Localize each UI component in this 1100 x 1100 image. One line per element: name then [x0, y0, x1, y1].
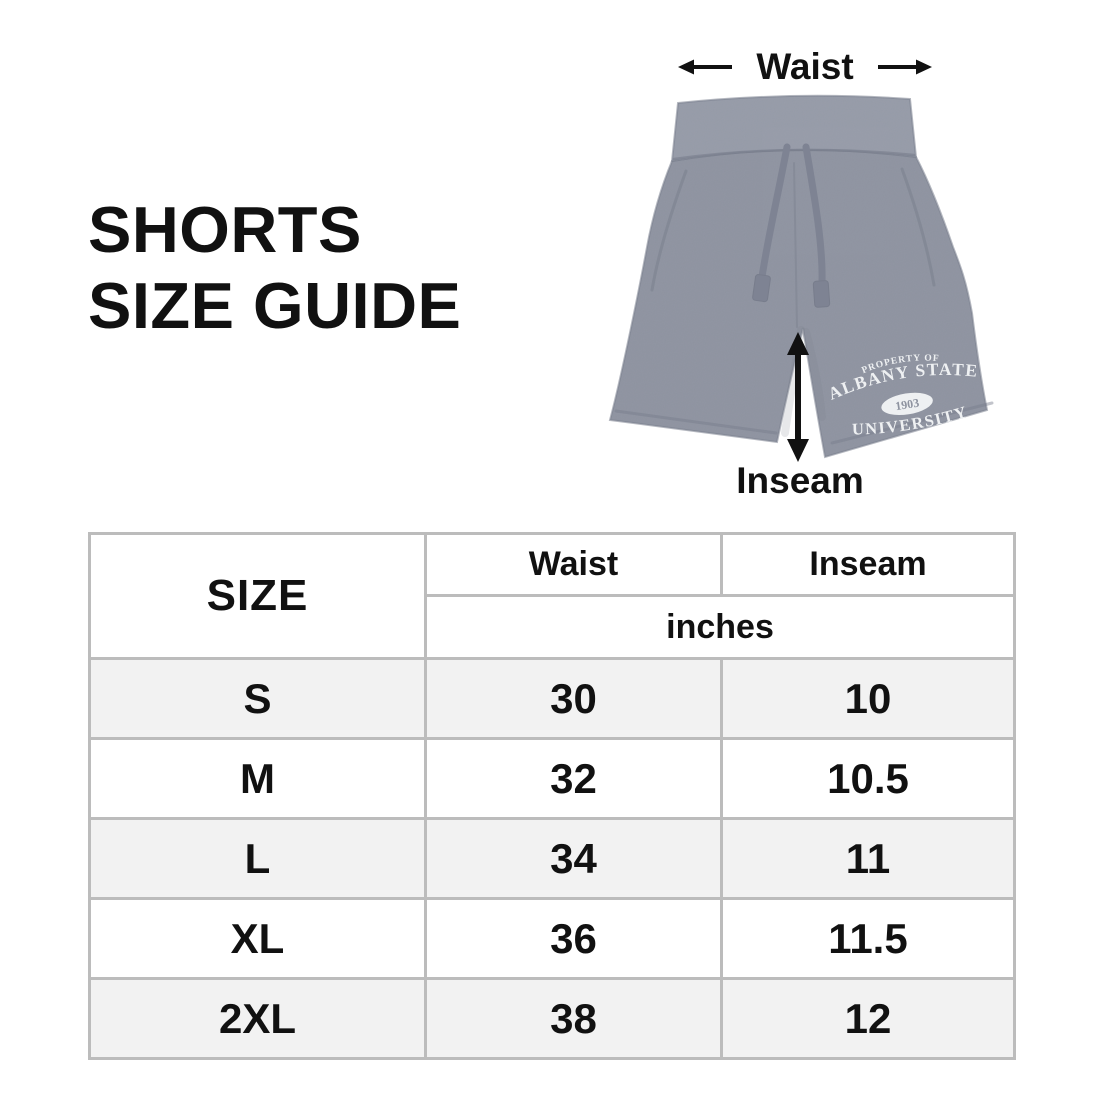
inseam-label: Inseam — [736, 460, 864, 501]
right-arrow-icon — [877, 59, 932, 75]
waist-measure-label: Waist — [640, 46, 970, 88]
unit-header: inches — [424, 594, 1016, 660]
waist-label: Waist — [756, 46, 854, 87]
inseam-column-header: Inseam — [720, 532, 1016, 597]
table-row-l: L 34 11 — [88, 817, 1016, 900]
waist-cell: 32 — [424, 737, 723, 820]
drawstrings — [752, 143, 831, 308]
left-arrow-icon — [678, 59, 733, 75]
waist-cell: 34 — [424, 817, 723, 900]
table-row-xl: XL 36 11.5 — [88, 897, 1016, 980]
print-year: 1903 — [894, 396, 920, 414]
table-row-s: S 30 10 — [88, 657, 1016, 740]
page-title-line2: SIZE GUIDE — [88, 269, 462, 343]
size-table: SIZE Waist Inseam inches S 30 10 M 32 10… — [88, 532, 1016, 1060]
size-cell: 2XL — [88, 977, 427, 1060]
inseam-cell: 11.5 — [720, 897, 1016, 980]
table-row-2xl: 2XL 38 12 — [88, 977, 1016, 1060]
size-cell: M — [88, 737, 427, 820]
inseam-cell: 12 — [720, 977, 1016, 1060]
size-cell: XL — [88, 897, 427, 980]
size-table-header: SIZE Waist Inseam inches — [88, 532, 1016, 660]
shorts-image: PROPERTY OF ALBANY STATE 1903 UNIVERSITY — [590, 85, 1020, 480]
table-row-m: M 32 10.5 — [88, 737, 1016, 820]
waist-cell: 30 — [424, 657, 723, 740]
size-column-header: SIZE — [88, 532, 427, 660]
print-year-oval — [881, 392, 933, 416]
inseam-cell: 10 — [720, 657, 1016, 740]
inseam-cell: 11 — [720, 817, 1016, 900]
size-table-body: S 30 10 M 32 10.5 L 34 11 XL 36 11.5 2XL — [88, 657, 1016, 1060]
size-cell: S — [88, 657, 427, 740]
shorts-graphic: PROPERTY OF ALBANY STATE 1903 UNIVERSITY — [608, 94, 994, 462]
inseam-cell: 10.5 — [720, 737, 1016, 820]
waist-column-header: Waist — [424, 532, 723, 597]
page-title-line1: SHORTS — [88, 193, 362, 266]
size-cell: L — [88, 817, 427, 900]
waist-cell: 36 — [424, 897, 723, 980]
waist-cell: 38 — [424, 977, 723, 1060]
page-title: SHORTS SIZE GUIDE — [88, 192, 461, 344]
inseam-double-arrow-icon — [787, 332, 809, 462]
